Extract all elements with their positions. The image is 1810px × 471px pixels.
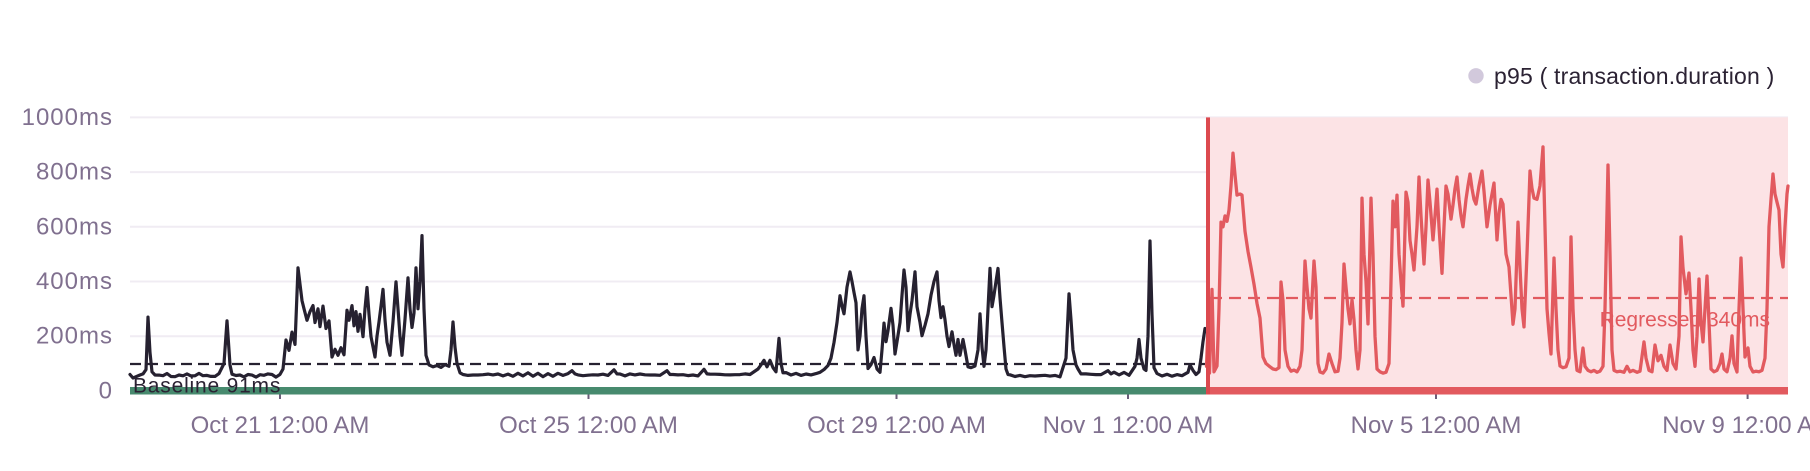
svg-text:400ms: 400ms [36,268,113,295]
svg-text:Nov 5 12:00 AM: Nov 5 12:00 AM [1351,412,1522,439]
svg-text:200ms: 200ms [36,323,113,350]
svg-text:p95 ( transaction.duration ): p95 ( transaction.duration ) [1494,63,1774,89]
svg-text:Nov 1 12:00 AM: Nov 1 12:00 AM [1043,412,1214,439]
svg-text:Baseline 91ms: Baseline 91ms [133,375,281,398]
svg-text:Oct 21 12:00 AM: Oct 21 12:00 AM [191,412,370,439]
svg-text:Oct 25 12:00 AM: Oct 25 12:00 AM [499,412,678,439]
svg-text:600ms: 600ms [36,213,113,240]
svg-text:1000ms: 1000ms [22,104,113,131]
svg-text:Regressed 340ms: Regressed 340ms [1600,309,1770,332]
svg-text:Nov 9 12:00 AM: Nov 9 12:00 AM [1662,412,1810,439]
svg-text:0: 0 [99,377,113,404]
svg-text:800ms: 800ms [36,159,113,186]
svg-text:Oct 29 12:00 AM: Oct 29 12:00 AM [807,412,986,439]
